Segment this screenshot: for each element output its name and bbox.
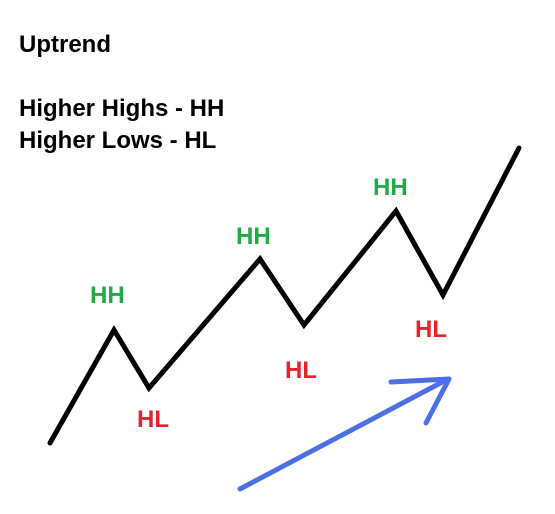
legend-higher-lows: Higher Lows - HL <box>19 127 217 154</box>
trend-zigzag-line <box>47 145 522 446</box>
legend-higher-highs: Higher Highs - HH <box>19 95 225 122</box>
higher-high-label: HH <box>236 223 271 250</box>
higher-low-label: HL <box>415 316 447 343</box>
higher-low-label: HL <box>137 406 169 433</box>
diagram-title: Uptrend <box>19 31 111 58</box>
trend-arrow-icon <box>237 376 452 492</box>
higher-high-label: HH <box>373 174 408 201</box>
higher-low-label: HL <box>285 357 317 384</box>
higher-high-label: HH <box>90 282 125 309</box>
